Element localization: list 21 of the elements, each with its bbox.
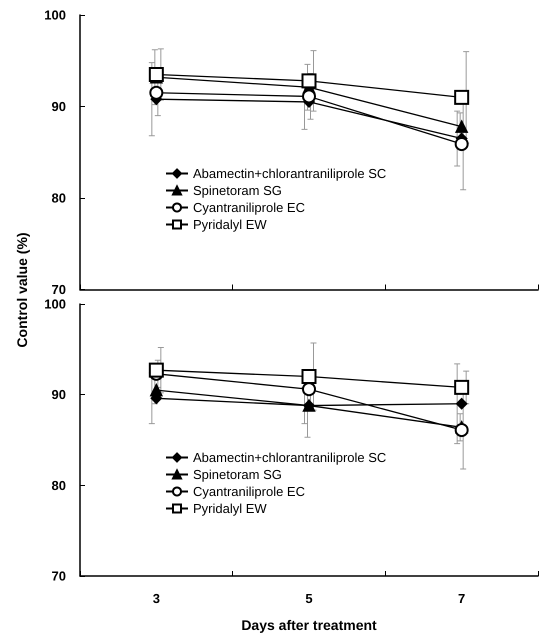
y-axis-title: Control value (%): [14, 232, 30, 348]
x-tick-label: 7: [458, 591, 466, 606]
legend-label: Abamectin+chlorantraniliprole SC: [193, 450, 386, 465]
x-axis-title: Days after treatment: [241, 617, 378, 633]
y-tick-label: 70: [52, 282, 66, 297]
legend-label: Pyridalyl EW: [193, 501, 268, 516]
legend-label: Spinetoram SG: [193, 467, 282, 482]
y-tick-label: 90: [52, 99, 66, 114]
x-tick-label: 3: [152, 591, 160, 606]
legend-label: Cyantraniliprole EC: [193, 200, 305, 215]
legend-label: Abamectin+chlorantraniliprole SC: [193, 166, 386, 181]
x-tick-label: 5: [305, 591, 313, 606]
y-tick-label: 90: [52, 387, 66, 402]
legend-label: Pyridalyl EW: [193, 217, 268, 232]
y-tick-label: 100: [44, 8, 66, 22]
legend-label: Spinetoram SG: [193, 183, 282, 198]
y-tick-label: 70: [52, 568, 66, 584]
y-tick-label: 80: [52, 478, 66, 493]
y-tick-label: 80: [52, 190, 66, 206]
legend-label: Cyantraniliprole EC: [193, 484, 305, 499]
y-tick-label: 100: [44, 296, 66, 312]
